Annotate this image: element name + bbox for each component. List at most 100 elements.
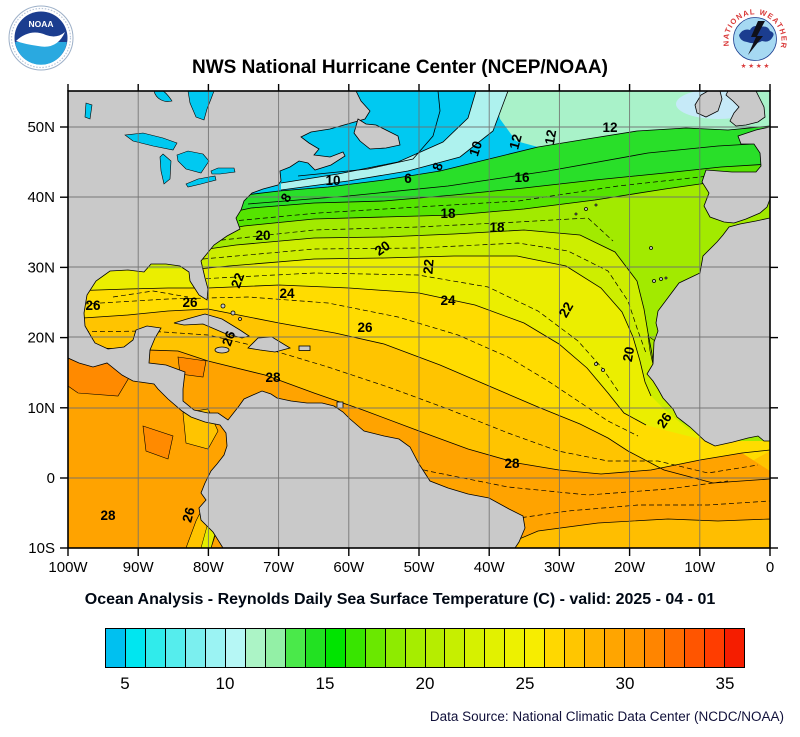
- lake-ontario: [210, 167, 236, 175]
- contour-label-12: 12: [506, 133, 524, 151]
- lake-michigan: [159, 153, 172, 185]
- colorbar-cell-7: [165, 629, 185, 667]
- colorbar-cell-25: [525, 629, 545, 667]
- lat-label-10S: 10S: [28, 540, 55, 557]
- colorbar-tick-5: 5: [120, 674, 130, 693]
- lon-label-70W: 70W: [263, 559, 295, 575]
- contour-label-12: 12: [542, 129, 559, 146]
- lon-label-20W: 20W: [614, 559, 646, 575]
- contour-label-22: 22: [420, 258, 436, 274]
- colorbar-cell-34: [705, 629, 725, 667]
- americas-landmass: [68, 91, 526, 548]
- contour-label-26: 26: [219, 328, 238, 348]
- colorbar-cell-31: [645, 629, 665, 667]
- lat-label-30N: 30N: [27, 259, 55, 276]
- noaa-logo-text: NOAA: [28, 19, 53, 29]
- contour-label-28: 28: [504, 456, 520, 471]
- lat-label-50N: 50N: [27, 119, 55, 136]
- colorbar-cell-16: [345, 629, 365, 667]
- colorbar-cell-33: [685, 629, 705, 667]
- colorbar-cell-6: [145, 629, 165, 667]
- contour-label-26: 26: [179, 505, 198, 524]
- colorbar-cell-27: [565, 629, 585, 667]
- landmasses: [68, 91, 770, 548]
- colorbar-cell-26: [545, 629, 565, 667]
- contour-label-10: 10: [466, 139, 485, 158]
- contour-label-6: 6: [404, 171, 412, 186]
- colorbar-cell-17: [365, 629, 385, 667]
- colorbar-cell-21: [445, 629, 465, 667]
- france-iberia: [701, 126, 770, 224]
- colorbar-cell-20: [425, 629, 445, 667]
- lake-huron: [176, 150, 210, 174]
- contour-label-22: 22: [228, 271, 247, 290]
- contour-label-16: 16: [514, 170, 530, 185]
- graticule: [68, 91, 770, 548]
- colorbar-cell-32: [665, 629, 685, 667]
- noaa-logo: NOAA: [8, 5, 74, 71]
- lon-label-30W: 30W: [544, 559, 576, 575]
- cuba: [173, 313, 250, 339]
- colorbar-cell-5: [125, 629, 145, 667]
- colorbar-tick-10: 10: [215, 674, 235, 693]
- lon-label-40W: 40W: [474, 559, 506, 575]
- jamaica: [214, 346, 230, 354]
- colorbar-cell-12: [265, 629, 285, 667]
- colorbar-cell-14: [305, 629, 325, 667]
- contour-label-26: 26: [357, 320, 373, 335]
- colorbar-cell-19: [405, 629, 425, 667]
- colorbar-cell-22: [465, 629, 485, 667]
- analysis-caption: Ocean Analysis - Reynolds Daily Sea Surf…: [84, 591, 716, 608]
- contour-label-20: 20: [372, 238, 393, 259]
- colorbar-tick-labels: 5 10 15 20 25 30 35: [105, 674, 745, 696]
- contour-label-24: 24: [440, 293, 456, 308]
- longitude-axis: 100W 90W 80W 70W 60W 50W 40W 30W 20W 10W 0: [48, 559, 774, 575]
- contour-label-18: 18: [440, 206, 456, 221]
- colorbar-tick-30: 30: [615, 674, 635, 693]
- lon-label-10W: 10W: [684, 559, 716, 575]
- colorbar-cell-28: [585, 629, 605, 667]
- trinidad: [336, 401, 344, 409]
- contour-label-20: 20: [620, 346, 637, 363]
- lon-label-0: 0: [766, 559, 774, 575]
- colorbar-cell-13: [285, 629, 305, 667]
- africa: [646, 217, 770, 447]
- colorbar-cell-35: [725, 629, 744, 667]
- nws-logo: NATIONAL WEATHER SERVICE ★ ★ ★ ★: [718, 2, 791, 75]
- lat-label-20N: 20N: [27, 330, 55, 347]
- temperature-colorbar: [105, 628, 745, 668]
- newfoundland: [353, 118, 401, 150]
- contour-label-28: 28: [100, 508, 116, 523]
- lon-label-50W: 50W: [404, 559, 436, 575]
- colorbar-tick-35: 35: [715, 674, 735, 693]
- colorbar-tick-25: 25: [515, 674, 535, 693]
- lightning-bolt-icon: [748, 21, 765, 55]
- axis-ticks: [60, 84, 778, 556]
- noaa-gull-icon: [16, 32, 65, 47]
- james-bay: [187, 91, 215, 121]
- latitude-axis: 50N 40N 30N 20N 10N 0 10S: [27, 119, 55, 557]
- britain: [725, 91, 766, 127]
- lat-label-10N: 10N: [27, 400, 55, 417]
- contour-label-12: 12: [602, 120, 617, 135]
- colorbar-cell-10: [225, 629, 245, 667]
- contour-label-24: 24: [279, 286, 295, 301]
- lon-label-100W: 100W: [48, 559, 88, 575]
- colorbar-cell-18: [385, 629, 405, 667]
- data-source-note: Data Source: National Climatic Data Cent…: [429, 709, 784, 724]
- contour-label-10: 10: [325, 173, 340, 188]
- colorbar-cell-4: [106, 629, 125, 667]
- colorbar-cell-23: [485, 629, 505, 667]
- colorbar-tick-15: 15: [315, 674, 335, 693]
- contour-label-18: 18: [489, 220, 505, 235]
- contour-label-22: 22: [556, 299, 577, 320]
- lon-label-80W: 80W: [193, 559, 225, 575]
- colorbar-cell-15: [325, 629, 345, 667]
- colorbar-cell-30: [625, 629, 645, 667]
- colorbar-cell-8: [185, 629, 205, 667]
- lon-label-60W: 60W: [333, 559, 365, 575]
